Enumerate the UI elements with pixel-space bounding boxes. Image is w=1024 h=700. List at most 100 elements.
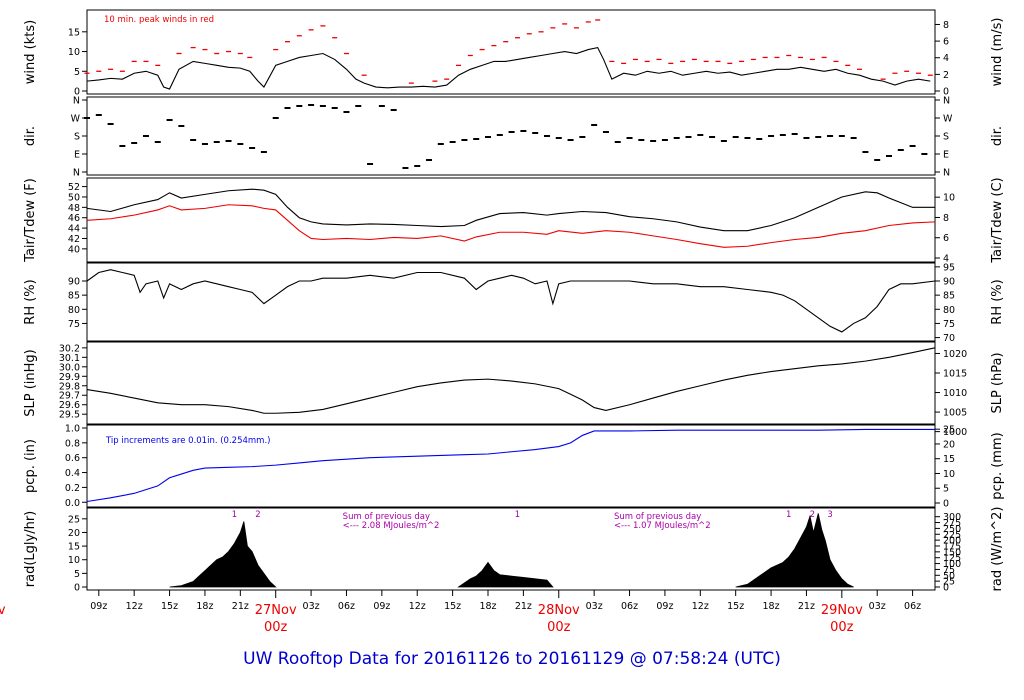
time-tick-label: 18z [479,601,496,612]
rh-right-tick-label: 70 [943,333,955,344]
rad-right-tick-label: 100 [943,559,961,570]
pcp-ylabel-right: pcp. (mm) [990,432,1005,499]
slp-left-tick-label: 29.5 [59,410,80,421]
wind-left-tick-label: 15 [68,27,80,38]
rh-ylabel: RH (%) [23,279,38,324]
time-axis: 09z 12z 15z 18z 21z 03z 06z 09z 12z 15z 18z 21z 03z 0… [0,590,921,635]
day-hour-label: 00z [264,620,288,635]
dir-right-tick-label: S [943,132,949,143]
rh-ylabel-right: RH (%) [990,279,1005,324]
rad-right-tick-label: 250 [943,524,961,535]
time-tick-label: 03z [303,601,320,612]
time-tick-label: 15z [444,601,461,612]
rad-frame [86,507,936,591]
pcp-left-tick-label: 0.2 [65,483,80,494]
rh-left-tick-label: 90 [68,276,80,287]
wind-right-tick-label: 0 [943,87,949,98]
temp-ylabel-right: Tair/Tdew (C) [990,177,1005,263]
temp-left-tick-label: 48 [68,203,80,214]
wind-series-line-0 [86,46,931,90]
panel-slp: 29.529.629.729.829.930.030.130.2 1000 1005… [23,341,1005,438]
slp-left-tick-label: 30.0 [59,362,80,373]
pcp-left-tick-label: 0.4 [65,468,80,479]
rad-right-tick-label: 125 [943,553,961,564]
rad-right-tick-label: 50 [943,571,955,582]
slp-left-tick-label: 29.6 [59,400,80,411]
rad-peak-label: 2 [255,510,260,520]
rad-right-tick-label: 275 [943,518,961,529]
pcp-right-tick-label: 0 [943,499,949,510]
panel-rad: 0510152025025507510012515017520022525027… [23,507,1005,594]
rad-right-tick-label: 175 [943,541,961,552]
dir-left-tick-label: S [74,132,80,143]
temp-series-line-1 [86,204,936,248]
temp-series-line-0 [86,188,935,232]
rad-note-line1: Sum of previous day [614,512,701,522]
slp-left-tick-label: 29.7 [59,391,80,402]
temp-frame [86,177,936,263]
dir-left-tick-label: W [71,114,81,125]
temp-right-tick-label: 10 [943,193,955,204]
wind-right-tick-label: 6 [943,37,949,48]
rad-peak-label: 1 [515,510,520,520]
rad-ylabel-right: rad (W/m^2) [990,507,1005,592]
rad-note-line1: Sum of previous day [343,512,430,522]
pcp-right-tick-label: 5 [943,484,949,495]
slp-left-tick-label: 29.9 [59,372,80,383]
rad-right-tick-label: 150 [943,547,961,558]
dir-right-tick-label: N [943,96,950,107]
dir-left-tick-label: N [73,96,80,107]
temp-ylabel: Tair/Tdew (F) [23,178,38,263]
rad-radiation-area-0 [169,521,277,588]
day-hour-label: 00z [830,620,854,635]
pcp-series-line-0 [86,428,935,503]
rh-frame [86,262,936,342]
pcp-left-tick-label: 0.0 [65,498,80,509]
time-tick-label: 06z [621,601,638,612]
rh-right-tick-label: 75 [943,319,955,330]
panel-wind: 0 5 10 15 0 2 4 6 8 wind (kts) wind (m/s) 10 min. p… [23,9,1005,98]
rh-right-tick-label: 90 [943,276,955,287]
dir-left-tick-label: E [74,150,80,161]
wind-ylabel: wind (kts) [23,20,38,84]
dir-ylabel: dir. [23,126,38,146]
rh-left-tick-label: 80 [68,305,80,316]
panel-pcp: 0.0 0.2 0.4 0.6 0.8 1.0 0 5 10 15 20 25 pcp. (in) pcp… [23,424,1005,510]
pcp-right-tick-label: 10 [943,469,955,480]
wind-annotation: 10 min. peak winds in red [104,15,214,25]
slp-ylabel: SLP (inHg) [23,349,38,417]
day-date-label: 27Nov [255,603,297,618]
wind-ylabel-right: wind (m/s) [990,18,1005,87]
temp-left-tick-label: 52 [68,182,80,193]
rad-peak-label: 1 [232,510,237,520]
pcp-right-tick-label: 15 [943,454,955,465]
temp-right-tick-label: 8 [943,213,949,224]
time-tick-label: 18z [196,601,213,612]
slp-right-tick-label: 1015 [943,369,967,380]
pcp-ylabel: pcp. (in) [23,439,38,493]
rad-ylabel: rad(Lgly/hr) [23,511,38,587]
slp-frame [86,341,936,425]
time-tick-label: 21z [798,601,815,612]
time-tick-label: 03z [869,601,886,612]
time-tick-label: 09z [656,601,673,612]
pcp-annotation: Tip increments are 0.01in. (0.254mm.) [105,436,270,446]
rad-right-tick-label: 75 [943,565,955,576]
rad-peak-label: 1 [786,510,791,520]
slp-right-tick-label: 1000 [943,427,967,438]
day-hour-label: 00z [547,620,571,635]
temp-left-tick-label: 44 [68,224,80,235]
rad-radiation-area-1 [457,561,554,588]
rh-left-tick-label: 85 [68,291,80,302]
rad-right-tick-label: 25 [943,577,955,588]
slp-left-tick-label: 29.8 [59,381,80,392]
day-date-label: 26Nov [0,603,6,618]
rad-note-line2: <--- 1.07 MJoules/m^2 [614,521,711,531]
rad-right-tick-label: 0 [943,583,949,594]
day-date-label: 28Nov [538,603,580,618]
slp-right-tick-label: 1020 [943,349,967,360]
time-tick-label: 21z [232,601,249,612]
dir-right-tick-label: W [943,114,953,125]
rh-right-tick-label: 85 [943,291,955,302]
